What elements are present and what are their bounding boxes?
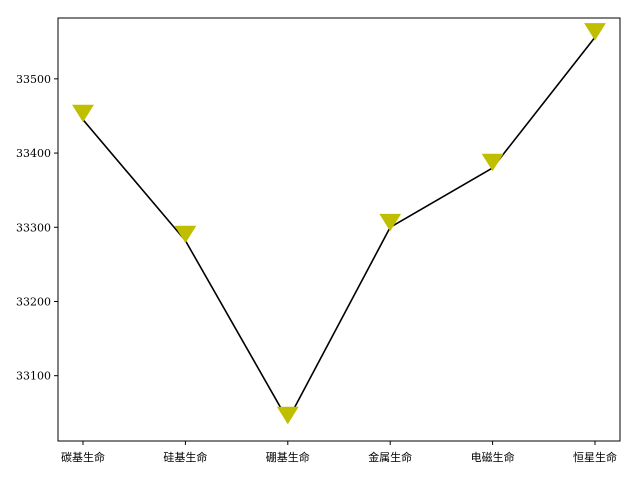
y-tick-label: 33500 bbox=[16, 73, 51, 86]
x-tick-label: 硅基生命 bbox=[163, 450, 207, 464]
y-tick-label: 33400 bbox=[16, 147, 51, 160]
x-tick-label: 恒星生命 bbox=[573, 450, 617, 464]
data-point-marker bbox=[483, 154, 503, 170]
data-point-marker bbox=[73, 105, 93, 121]
plot-area: 33100 33200 33300 33400 33500 碳基生命 硅基生命 硼基生命 金属生… bbox=[16, 18, 620, 464]
data-point-marker bbox=[585, 24, 605, 40]
data-point-marker bbox=[175, 226, 195, 242]
y-tick-label: 33200 bbox=[16, 295, 51, 308]
x-tick-label: 金属生命 bbox=[368, 450, 412, 464]
y-tick-label: 33100 bbox=[16, 370, 51, 383]
x-tick-label: 硼基生命 bbox=[266, 450, 310, 464]
y-tick-label: 33300 bbox=[16, 221, 51, 234]
x-tick-label: 碳基生命 bbox=[61, 450, 105, 464]
series-line bbox=[83, 37, 595, 420]
axes-frame bbox=[58, 18, 620, 441]
x-tick-label: 电磁生命 bbox=[471, 450, 515, 464]
data-point-marker bbox=[278, 407, 298, 423]
